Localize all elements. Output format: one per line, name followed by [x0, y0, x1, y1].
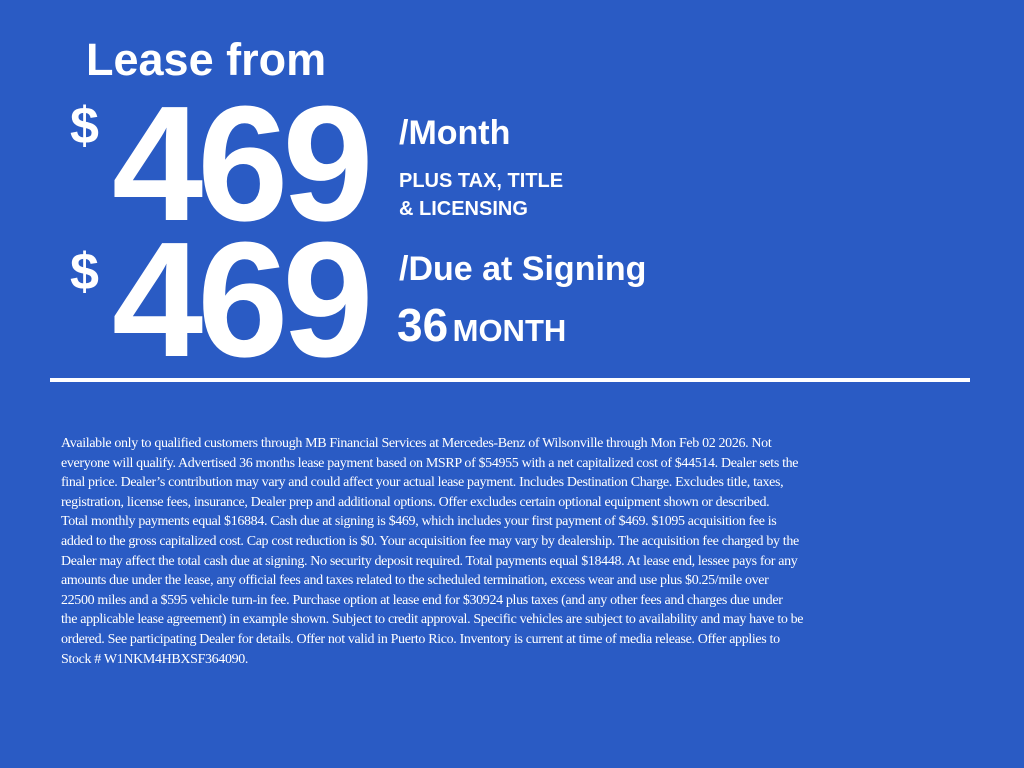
disclaimer-line: amounts due under the lease, any officia… — [61, 573, 769, 589]
monthly-amount: 469 — [112, 72, 374, 255]
monthly-currency: $ — [70, 97, 99, 155]
due-currency: $ — [70, 243, 99, 301]
term-unit: MONTH — [452, 313, 567, 348]
disclaimer-line: final price. Dealer’s contribution may v… — [61, 475, 784, 491]
monthly-note-line1: PLUS TAX, TITLE — [399, 170, 564, 192]
disclaimer: Available only to qualified customers th… — [61, 434, 981, 669]
disclaimer-line: everyone will qualify. Advertised 36 mon… — [61, 455, 799, 471]
term-number: 36 — [397, 299, 449, 351]
due-label: /Due at Signing — [399, 250, 647, 288]
disclaimer-line: Dealer may affect the total cash due at … — [61, 553, 798, 569]
disclaimer-line: 22500 miles and a $595 vehicle turn-in f… — [61, 592, 783, 608]
due-amount: 469 — [112, 208, 374, 391]
disclaimer-line: Total monthly payments equal $16884. Cas… — [61, 514, 777, 530]
term: 36 MONTH — [397, 298, 566, 352]
disclaimer-line: Available only to qualified customers th… — [61, 436, 772, 451]
monthly-label: /Month — [399, 114, 511, 152]
monthly-note-line2: & LICENSING — [399, 198, 528, 220]
disclaimer-line: Stock # W1NKM4HBXSF364090. — [61, 651, 249, 667]
disclaimer-line: ordered. See participating Dealer for de… — [61, 631, 780, 647]
disclaimer-line: added to the gross capitalized cost. Cap… — [61, 533, 799, 549]
divider — [50, 378, 970, 382]
headline: Lease from — [86, 34, 327, 85]
disclaimer-line: the applicable lease agreement) in examp… — [61, 612, 804, 628]
disclaimer-line: registration, license fees, insurance, D… — [61, 494, 770, 510]
